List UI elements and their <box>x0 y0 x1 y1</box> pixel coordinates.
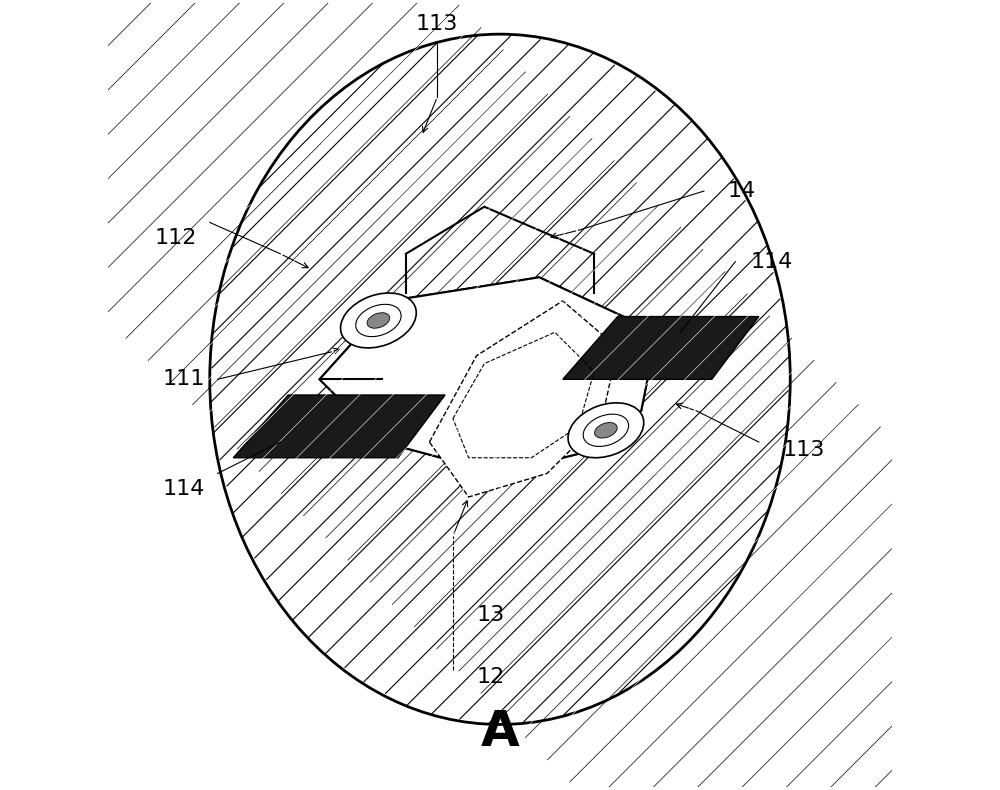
Text: 111: 111 <box>163 369 205 389</box>
Polygon shape <box>563 317 759 379</box>
Ellipse shape <box>341 293 416 348</box>
Polygon shape <box>429 301 618 497</box>
Text: 114: 114 <box>163 479 205 499</box>
Text: 112: 112 <box>155 228 197 248</box>
Text: 113: 113 <box>416 14 458 34</box>
Text: 114: 114 <box>751 252 793 272</box>
Text: 113: 113 <box>782 440 825 460</box>
Text: 12: 12 <box>476 668 505 687</box>
Text: 14: 14 <box>727 181 756 201</box>
Ellipse shape <box>595 423 617 438</box>
Ellipse shape <box>568 403 644 457</box>
Text: A: A <box>481 708 519 756</box>
Polygon shape <box>233 395 445 457</box>
Text: 13: 13 <box>476 604 505 625</box>
Ellipse shape <box>367 313 390 328</box>
Polygon shape <box>320 277 657 473</box>
Polygon shape <box>320 277 657 473</box>
